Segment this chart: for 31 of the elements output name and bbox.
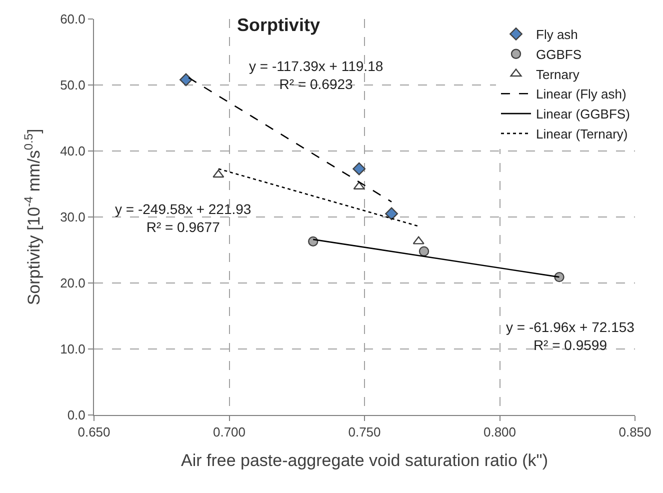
y-tick-label: 40.0 bbox=[60, 144, 86, 159]
x-axis-title: Air free paste-aggregate void saturation ratio (k") bbox=[181, 451, 548, 470]
x-tick-label: 0.700 bbox=[212, 424, 246, 440]
x-tick-label: 0.850 bbox=[618, 424, 652, 440]
point bbox=[385, 207, 398, 220]
point bbox=[308, 236, 318, 247]
y-tick-label: 60.0 bbox=[60, 12, 86, 27]
y-tick-label: 30.0 bbox=[60, 210, 86, 225]
y-tick-label: 20.0 bbox=[60, 276, 86, 291]
chart-title: Sorptivity bbox=[236, 14, 320, 35]
point bbox=[212, 170, 224, 178]
point bbox=[418, 246, 430, 256]
legend-label: Linear (GGBFS) bbox=[536, 106, 630, 122]
legend-label: Linear (Ternary) bbox=[536, 126, 628, 142]
y-tick-label: 50.0 bbox=[60, 78, 86, 93]
annotation: y = -117.39x + 119.18 R² = 0.6923 bbox=[249, 58, 384, 92]
legend-label: Linear (Fly ash) bbox=[536, 86, 626, 102]
x-tick-label: 0.800 bbox=[483, 424, 516, 440]
annotation: y = -249.58x + 221.93 R² = 0.9677 bbox=[115, 201, 252, 236]
y-tick-label: 10.0 bbox=[60, 342, 86, 357]
point bbox=[180, 73, 192, 86]
legend-label: Fly ash bbox=[536, 27, 578, 42]
point bbox=[352, 162, 366, 176]
point bbox=[412, 236, 424, 244]
annotation: y = -61.96x + 72.153 R² = 0.9599 bbox=[506, 319, 635, 354]
point bbox=[554, 272, 564, 282]
x-tick-label: 0.750 bbox=[348, 424, 381, 440]
x-tick-label: 0.650 bbox=[78, 424, 110, 440]
legend-label: GGBFS bbox=[536, 46, 582, 62]
legend-label: Ternary bbox=[536, 66, 580, 82]
y-tick-label: 0.0 bbox=[67, 408, 86, 423]
